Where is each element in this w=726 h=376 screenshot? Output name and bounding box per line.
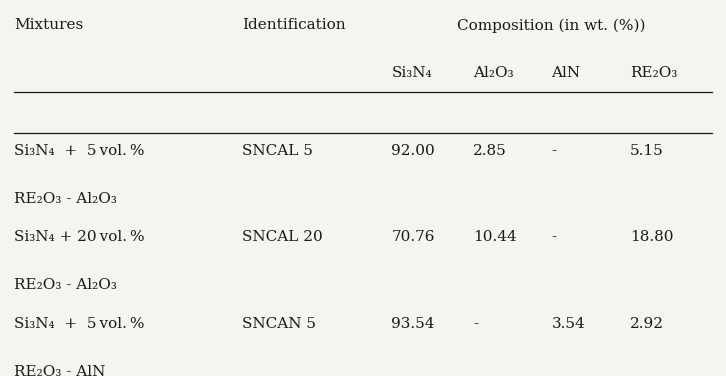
Text: Si₃N₄  +  5 vol. %: Si₃N₄ + 5 vol. % (15, 144, 145, 158)
Text: 5.15: 5.15 (630, 144, 664, 158)
Text: Mixtures: Mixtures (15, 18, 83, 32)
Text: Si₃N₄  +  5 vol. %: Si₃N₄ + 5 vol. % (15, 317, 145, 331)
Text: SNCAN 5: SNCAN 5 (242, 317, 316, 331)
Text: Si₃N₄: Si₃N₄ (391, 67, 432, 80)
Text: -: - (552, 230, 557, 244)
Text: Identification: Identification (242, 18, 346, 32)
Text: -: - (552, 144, 557, 158)
Text: 10.44: 10.44 (473, 230, 517, 244)
Text: RE₂O₃ - AlN: RE₂O₃ - AlN (15, 365, 106, 376)
Text: 2.92: 2.92 (630, 317, 664, 331)
Text: SNCAL 5: SNCAL 5 (242, 144, 313, 158)
Text: 2.85: 2.85 (473, 144, 507, 158)
Text: Composition (in wt. (%)): Composition (in wt. (%)) (457, 18, 646, 33)
Text: SNCAL 20: SNCAL 20 (242, 230, 323, 244)
Text: -: - (473, 317, 478, 331)
Text: RE₂O₃ - Al₂O₃: RE₂O₃ - Al₂O₃ (15, 278, 118, 292)
Text: 18.80: 18.80 (630, 230, 673, 244)
Text: 93.54: 93.54 (391, 317, 435, 331)
Text: RE₂O₃ - Al₂O₃: RE₂O₃ - Al₂O₃ (15, 192, 118, 206)
Text: 70.76: 70.76 (391, 230, 435, 244)
Text: RE₂O₃: RE₂O₃ (630, 67, 677, 80)
Text: 92.00: 92.00 (391, 144, 435, 158)
Text: Al₂O₃: Al₂O₃ (473, 67, 514, 80)
Text: AlN: AlN (552, 67, 581, 80)
Text: Si₃N₄ + 20 vol. %: Si₃N₄ + 20 vol. % (15, 230, 145, 244)
Text: 3.54: 3.54 (552, 317, 585, 331)
